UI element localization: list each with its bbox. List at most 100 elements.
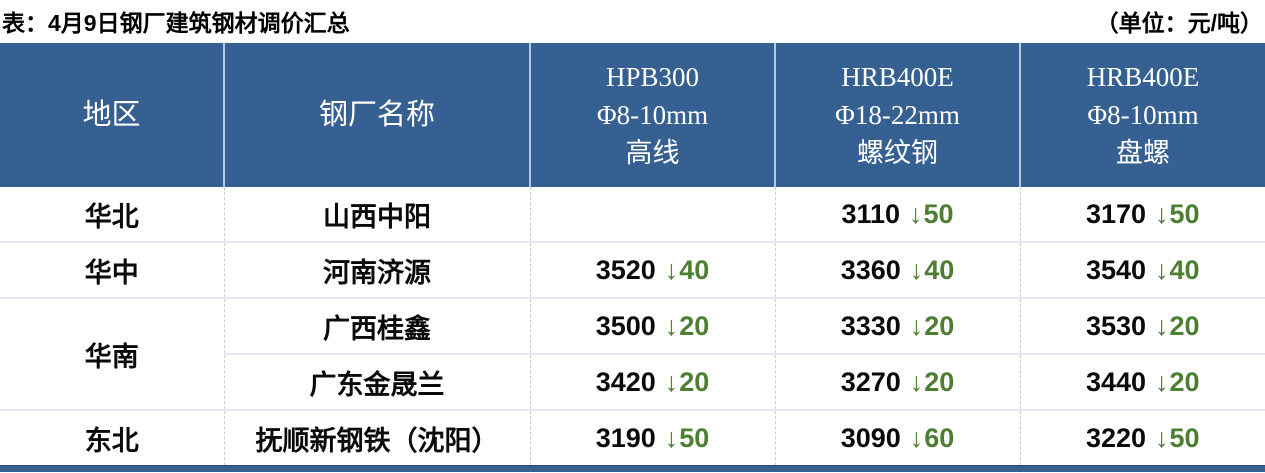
price-cell: 3270 ↓20 [774, 354, 1020, 411]
table-row: 华中 河南济源 3520 ↓40 3360 ↓40 3540 ↓40 [0, 242, 1265, 299]
change-value: 40 [924, 254, 955, 285]
down-arrow-icon: ↓ [664, 254, 679, 285]
price-change: ↓50 [909, 199, 954, 229]
price-cell [529, 187, 775, 243]
header-cell-hrb400e-rebar: HRB400E Φ18-22mm 螺纹钢 [774, 43, 1020, 187]
change-value: 40 [1169, 254, 1200, 285]
header-label: HRB400E [1086, 62, 1200, 92]
price-cell: 3440 ↓20 [1019, 354, 1265, 411]
down-arrow-icon: ↓ [909, 198, 923, 229]
down-arrow-icon: ↓ [909, 254, 924, 285]
price-change: ↓20 [665, 367, 710, 397]
price-change: ↓50 [1155, 199, 1200, 229]
change-value: 20 [924, 366, 955, 397]
price-cell: 3330 ↓20 [774, 298, 1020, 355]
down-arrow-icon: ↓ [664, 422, 679, 453]
price-value: 3220 [1085, 422, 1147, 453]
down-arrow-icon: ↓ [664, 366, 679, 397]
header-label: 高线 [625, 138, 680, 168]
price-cell: 3420 ↓20 [529, 354, 775, 411]
change-value: 50 [679, 422, 710, 453]
price-value: 3090 [840, 422, 901, 453]
price-value: 3330 [840, 310, 901, 341]
price-cell: 3520 ↓40 [529, 242, 775, 299]
region-cell: 华南 [0, 298, 224, 411]
change-value: 50 [1169, 198, 1200, 229]
price-value: 3270 [840, 366, 901, 397]
region-cell: 东北 [0, 410, 224, 465]
header-label: 钢厂名称 [318, 99, 435, 131]
price-cell: 3110 ↓50 [774, 187, 1020, 243]
down-arrow-icon: ↓ [1155, 254, 1169, 285]
price-change: ↓20 [910, 311, 955, 341]
down-arrow-icon: ↓ [664, 310, 679, 341]
change-value: 20 [679, 366, 710, 397]
price-change: ↓40 [665, 255, 710, 285]
header-cell-region: 地区 [0, 43, 224, 187]
price-value: 3520 [595, 254, 656, 285]
header-label: HRB400E [841, 62, 954, 92]
price-cell: 3540 ↓40 [1019, 242, 1265, 299]
price-cell: 3500 ↓20 [529, 298, 775, 355]
factory-cell: 山西中阳 [223, 187, 530, 243]
header-label: 地区 [82, 99, 141, 131]
region-cell: 华北 [0, 187, 224, 243]
price-value: 3420 [595, 366, 656, 397]
header-label: Φ8-10mm [596, 100, 709, 130]
price-change: ↓20 [910, 367, 955, 397]
change-value: 20 [1169, 366, 1200, 397]
table-row: 东北 抚顺新钢铁（沈阳） 3190 ↓50 3090 ↓60 3220 ↓50 [0, 410, 1265, 465]
header-cell-hpb300-wire: HPB300 Φ8-10mm 高线 [529, 43, 775, 187]
price-change: ↓50 [665, 423, 710, 453]
down-arrow-icon: ↓ [1155, 366, 1169, 397]
price-change: ↓20 [1155, 367, 1200, 397]
table-row: 华南 广西桂鑫 3500 ↓20 3330 ↓20 3530 ↓20 [0, 298, 1265, 411]
price-value: 3360 [840, 254, 901, 285]
change-value: 40 [679, 254, 710, 285]
change-value: 60 [924, 422, 955, 453]
price-cell: 3190 ↓50 [529, 410, 775, 465]
price-value: 3110 [841, 198, 901, 229]
header-cell-hrb400e-coil: HRB400E Φ8-10mm 盘螺 [1019, 43, 1265, 187]
price-cell: 3530 ↓20 [1019, 298, 1265, 355]
price-change [657, 199, 658, 229]
price-change: ↓60 [910, 423, 955, 453]
change-value: 20 [1169, 310, 1200, 341]
price-cell: 3360 ↓40 [774, 242, 1020, 299]
price-value: 3540 [1085, 254, 1147, 285]
header-label: Φ18-22mm [835, 100, 960, 130]
down-arrow-icon: ↓ [909, 422, 924, 453]
change-value: 20 [679, 310, 710, 341]
price-value: 3190 [595, 422, 656, 453]
bottom-accent-bar [0, 465, 1265, 472]
header-label: HPB300 [605, 62, 700, 92]
price-value: 3170 [1085, 198, 1147, 229]
price-table: 地区 钢厂名称 HPB300 Φ8-10mm 高线 HRB400E Φ18-22… [0, 43, 1265, 465]
table-row: 华北 山西中阳 3110 ↓50 3170 ↓50 [0, 187, 1265, 243]
price-value: 3500 [595, 310, 656, 341]
header-label: 盘螺 [1116, 138, 1170, 168]
table-row: 广东金晟兰 3420 ↓20 3270 ↓20 3440 ↓20 [0, 354, 1265, 411]
header-row: 地区 钢厂名称 HPB300 Φ8-10mm 高线 HRB400E Φ18-22… [0, 43, 1265, 187]
factory-cell: 抚顺新钢铁（沈阳） [223, 410, 530, 465]
header-label: 螺纹钢 [857, 138, 938, 168]
factory-cell: 河南济源 [223, 242, 530, 299]
unit-note: （单位：元/吨） [1095, 10, 1263, 36]
price-change: ↓20 [1155, 311, 1200, 341]
down-arrow-icon: ↓ [1155, 310, 1169, 341]
price-change: ↓50 [1155, 423, 1200, 453]
down-arrow-icon: ↓ [1155, 198, 1169, 229]
price-cell: 3170 ↓50 [1019, 187, 1265, 243]
price-change: ↓20 [665, 311, 710, 341]
down-arrow-icon: ↓ [909, 310, 924, 341]
change-value: 50 [923, 198, 954, 229]
price-change: ↓40 [1155, 255, 1200, 285]
header-label: Φ8-10mm [1087, 100, 1199, 130]
change-value: 20 [924, 310, 955, 341]
page-title: 表：4月9日钢厂建筑钢材调价汇总 [2, 10, 350, 36]
title-bar: 表：4月9日钢厂建筑钢材调价汇总 （单位：元/吨） [0, 0, 1265, 43]
price-value: 3530 [1085, 310, 1147, 341]
change-value: 50 [1169, 422, 1200, 453]
header-cell-factory: 钢厂名称 [223, 43, 530, 187]
factory-cell: 广西桂鑫 [223, 298, 530, 355]
